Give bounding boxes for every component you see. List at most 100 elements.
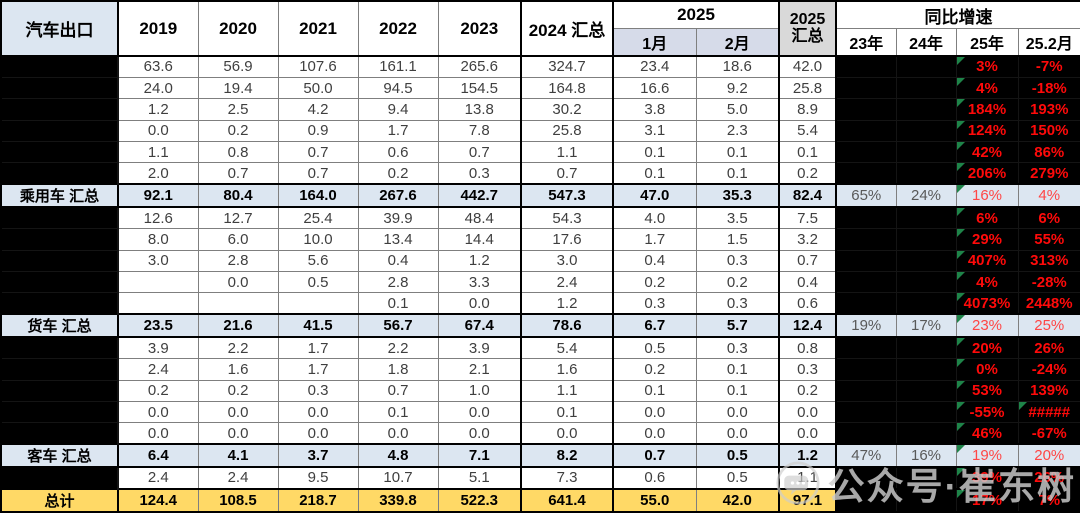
value-cell: 0.7 bbox=[197, 162, 279, 185]
value-cell: 3.2 bbox=[778, 228, 838, 251]
growth-23-cell: 19% bbox=[835, 313, 897, 339]
value-cell: 1.1 bbox=[778, 466, 838, 490]
value-cell: 3.0 bbox=[520, 249, 614, 273]
value-cell: 5.0 bbox=[695, 98, 781, 121]
growth-25feb-cell: -24% bbox=[1017, 358, 1080, 381]
growth-23-cell bbox=[835, 422, 897, 445]
growth-23-cell bbox=[835, 249, 897, 273]
growth-25-cell: 29% bbox=[955, 228, 1019, 251]
value-cell: 0.1 bbox=[695, 162, 781, 185]
value-cell: 107.6 bbox=[277, 55, 359, 78]
value-cell: 2.8 bbox=[357, 271, 439, 294]
value-cell: 5.7 bbox=[695, 313, 781, 339]
value-cell: 41.5 bbox=[277, 313, 359, 339]
row-label bbox=[0, 249, 119, 273]
error-indicator-triangle-icon bbox=[957, 402, 965, 410]
value-cell: 3.0 bbox=[117, 249, 199, 273]
row-label: 货车 汇总 bbox=[0, 313, 119, 339]
col-header-growth-25: 25年 bbox=[955, 28, 1019, 57]
table-row-summary: 乘用车 汇总 92.1 80.4 164.0 267.6 442.7 547.3 47.0 35… bbox=[0, 183, 1080, 209]
growth-23-cell: 47% bbox=[835, 443, 897, 469]
growth-23-cell bbox=[835, 400, 897, 424]
value-cell: 39.9 bbox=[357, 206, 439, 230]
growth-25-cell: 39% bbox=[955, 466, 1019, 490]
col-header-2019: 2019 bbox=[117, 0, 199, 57]
row-label bbox=[0, 228, 119, 251]
value-cell: 2.5 bbox=[197, 98, 279, 121]
error-indicator-triangle-icon bbox=[957, 293, 965, 302]
growth-25-cell: 0% bbox=[955, 358, 1019, 381]
growth-23-cell bbox=[835, 162, 897, 185]
value-cell: 0.6 bbox=[778, 292, 838, 315]
row-label: 客车 汇总 bbox=[0, 443, 119, 469]
value-cell: 1.5 bbox=[695, 228, 781, 251]
table-row: 8.0 6.0 10.0 13.4 14.4 17.6 1.7 1.5 3.2 29% 55% bbox=[0, 228, 1080, 251]
value-cell: 0.7 bbox=[612, 443, 697, 469]
value-cell: 0.1 bbox=[612, 141, 697, 164]
value-cell: 24.0 bbox=[117, 76, 199, 100]
row-label bbox=[0, 206, 119, 230]
growth-24-cell bbox=[895, 422, 957, 445]
value-cell: 0.2 bbox=[117, 379, 199, 402]
value-cell: 1.1 bbox=[520, 141, 614, 164]
value-cell: 25.8 bbox=[778, 76, 838, 100]
growth-25-cell: 53% bbox=[955, 379, 1019, 402]
value-cell: 25.8 bbox=[520, 119, 614, 143]
error-indicator-triangle-icon bbox=[957, 359, 965, 368]
value-cell bbox=[277, 292, 359, 315]
value-cell: 0.2 bbox=[612, 358, 697, 381]
value-cell: 0.7 bbox=[437, 141, 522, 164]
growth-25-cell: 6% bbox=[955, 206, 1019, 230]
table-row: 2.4 1.6 1.7 1.8 2.1 1.6 0.2 0.1 0.3 0% -24% bbox=[0, 358, 1080, 381]
error-indicator-triangle-icon bbox=[957, 446, 965, 454]
value-cell: 4.2 bbox=[277, 98, 359, 121]
row-label: 乘用车 汇总 bbox=[0, 183, 119, 209]
error-indicator-triangle-icon bbox=[957, 423, 965, 432]
value-cell: 23.4 bbox=[612, 55, 697, 78]
growth-24-cell bbox=[895, 206, 957, 230]
col-header-2023: 2023 bbox=[437, 0, 522, 57]
value-cell: 5.4 bbox=[778, 119, 838, 143]
col-header-2024-total: 2024 汇总 bbox=[520, 0, 614, 57]
value-cell: 0.0 bbox=[612, 422, 697, 445]
value-cell: 1.1 bbox=[117, 141, 199, 164]
growth-24-cell bbox=[895, 358, 957, 381]
value-cell: 0.1 bbox=[357, 400, 439, 424]
value-cell: 35.3 bbox=[695, 183, 781, 209]
table-row: 3.9 2.2 1.7 2.2 3.9 5.4 0.5 0.3 0.8 20% 26% bbox=[0, 336, 1080, 360]
growth-25feb-cell: 26% bbox=[1017, 466, 1080, 490]
table-row: 0.0 0.0 0.0 0.1 0.0 0.1 0.0 0.0 0.0 -55% ##### bbox=[0, 400, 1080, 424]
table-header: 汽车出口 2019 2020 2021 2022 2023 2024 汇总 20… bbox=[0, 0, 1080, 57]
value-cell: 67.4 bbox=[437, 313, 522, 339]
value-cell: 12.6 bbox=[117, 206, 199, 230]
growth-25-cell: 19% bbox=[955, 443, 1019, 469]
growth-25feb-cell: 279% bbox=[1017, 162, 1080, 185]
value-cell: 17.6 bbox=[520, 228, 614, 251]
value-cell: 0.3 bbox=[695, 292, 781, 315]
row-label bbox=[0, 379, 119, 402]
value-cell: 0.7 bbox=[277, 141, 359, 164]
table-row-summary: 货车 汇总 23.5 21.6 41.5 56.7 67.4 78.6 6.7 5.7 12.4 1… bbox=[0, 313, 1080, 339]
row-label bbox=[0, 336, 119, 360]
row-label bbox=[0, 98, 119, 121]
error-indicator-triangle-icon bbox=[957, 338, 965, 347]
growth-23-cell bbox=[835, 336, 897, 360]
value-cell: 265.6 bbox=[437, 55, 522, 78]
value-cell: 0.0 bbox=[277, 422, 359, 445]
value-cell: 0.2 bbox=[778, 379, 838, 402]
value-cell: 108.5 bbox=[197, 487, 279, 513]
value-cell: 94.5 bbox=[357, 76, 439, 100]
value-cell: 0.4 bbox=[612, 249, 697, 273]
row-label bbox=[0, 55, 119, 78]
header-row-2: 1月 2月 23年 24年 25年 25.2月 bbox=[1, 28, 1080, 57]
value-cell: 19.4 bbox=[197, 76, 279, 100]
growth-24-cell bbox=[895, 466, 957, 490]
value-cell: 56.9 bbox=[197, 55, 279, 78]
value-cell: 0.2 bbox=[612, 271, 697, 294]
error-indicator-triangle-icon bbox=[957, 142, 965, 151]
row-label bbox=[0, 422, 119, 445]
value-cell: 14.4 bbox=[437, 228, 522, 251]
growth-24-cell bbox=[895, 487, 957, 513]
row-label bbox=[0, 76, 119, 100]
